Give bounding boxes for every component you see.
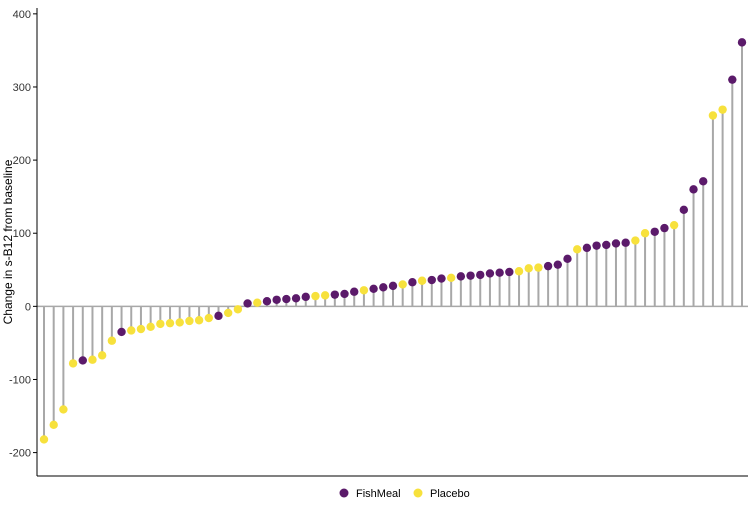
point-13-placebo <box>156 319 165 329</box>
point-71-placebo <box>718 105 727 114</box>
legend-label-fishmeal: FishMeal <box>356 488 401 500</box>
point-49-fishmeal <box>505 267 514 277</box>
point-23-placebo <box>253 298 262 307</box>
point-35-fishmeal <box>369 284 378 293</box>
point-25-fishmeal <box>272 295 281 304</box>
point-18-placebo <box>204 313 214 323</box>
y-axis: -200 -100 0 100 200 300 400 <box>9 8 38 476</box>
point-42-fishmeal <box>437 274 446 283</box>
point-19-fishmeal <box>214 311 223 321</box>
point-63-placebo <box>640 229 650 238</box>
point-15-placebo <box>175 318 184 327</box>
point-68-fishmeal <box>689 185 698 194</box>
point-5-fishmeal <box>78 356 87 365</box>
point-2-placebo <box>49 420 58 430</box>
point-9-fishmeal <box>117 327 126 337</box>
point-53-fishmeal <box>543 261 553 271</box>
legend-swatch-fishmeal <box>339 488 349 498</box>
point-3-placebo <box>59 405 68 414</box>
point-17-placebo <box>194 316 204 325</box>
point-32-fishmeal <box>340 289 349 299</box>
legend-swatch-placebo <box>413 488 423 498</box>
point-46-fishmeal <box>476 270 485 280</box>
y-tick-label: -200 <box>9 448 31 460</box>
point-67-fishmeal <box>679 205 689 215</box>
point-51-placebo <box>524 264 533 273</box>
point-54-fishmeal <box>553 260 563 269</box>
point-48-fishmeal <box>495 268 504 277</box>
point-70-placebo <box>708 111 718 120</box>
point-1-placebo <box>39 435 49 444</box>
point-66-placebo <box>669 220 679 230</box>
point-58-fishmeal <box>592 241 601 250</box>
y-tick-label: 400 <box>13 9 31 21</box>
y-axis-title: Change in s-B12 from baseline <box>1 159 15 324</box>
y-tick-label: 100 <box>13 228 31 240</box>
point-7-placebo <box>97 351 107 360</box>
point-72-fishmeal <box>728 75 737 84</box>
y-tick-label: 200 <box>13 155 31 167</box>
point-29-placebo <box>311 291 320 301</box>
point-27-fishmeal <box>291 294 301 303</box>
point-28-fishmeal <box>301 292 310 302</box>
point-65-fishmeal <box>660 223 669 233</box>
point-20-placebo <box>223 308 233 318</box>
point-40-placebo <box>417 276 427 285</box>
point-10-placebo <box>127 326 136 335</box>
point-37-fishmeal <box>388 281 398 291</box>
point-30-placebo <box>320 291 330 300</box>
point-36-fishmeal <box>379 283 388 292</box>
y-tick-label: -100 <box>9 374 31 386</box>
y-tick-label: 300 <box>13 82 31 94</box>
point-24-fishmeal <box>262 297 272 306</box>
point-22-fishmeal <box>243 299 252 308</box>
point-69-fishmeal <box>699 177 708 186</box>
point-61-fishmeal <box>621 238 630 247</box>
point-47-fishmeal <box>485 269 495 278</box>
point-31-fishmeal <box>330 290 340 299</box>
point-12-placebo <box>146 322 155 332</box>
point-50-placebo <box>514 267 524 276</box>
point-8-placebo <box>107 336 117 345</box>
point-57-fishmeal <box>582 243 592 253</box>
point-45-fishmeal <box>466 271 475 280</box>
point-39-fishmeal <box>408 278 417 287</box>
point-44-fishmeal <box>456 272 466 281</box>
point-34-placebo <box>359 286 369 295</box>
point-21-placebo <box>233 305 243 314</box>
point-6-placebo <box>88 355 97 364</box>
y-tick-label: 0 <box>25 301 31 313</box>
point-64-fishmeal <box>650 227 659 236</box>
point-52-placebo <box>534 263 543 272</box>
point-55-fishmeal <box>563 254 572 264</box>
point-43-placebo <box>446 273 456 283</box>
point-11-placebo <box>136 324 146 334</box>
point-56-placebo <box>572 245 582 254</box>
point-16-placebo <box>185 316 194 326</box>
point-33-fishmeal <box>350 287 359 296</box>
point-62-placebo <box>631 236 640 245</box>
point-73-fishmeal <box>737 38 747 47</box>
legend-label-placebo: Placebo <box>430 488 470 500</box>
point-59-fishmeal <box>602 240 611 250</box>
legend: FishMeal Placebo <box>339 488 470 500</box>
point-14-placebo <box>165 318 175 328</box>
point-41-fishmeal <box>427 275 436 285</box>
points-layer <box>39 38 747 444</box>
point-4-placebo <box>68 359 78 368</box>
point-26-fishmeal <box>282 294 291 304</box>
point-60-fishmeal <box>611 239 621 248</box>
point-38-placebo <box>398 280 407 289</box>
